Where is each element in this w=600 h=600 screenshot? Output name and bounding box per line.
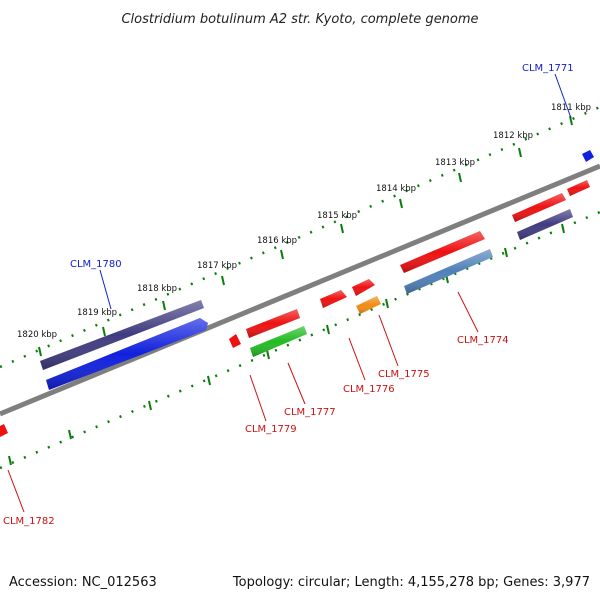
- gene-label-clm-1774: CLM_1774: [457, 335, 509, 346]
- kbp-label: 1819 kbp: [77, 308, 117, 318]
- kbp-label: 1814 kbp: [376, 184, 416, 194]
- gene-label-clm-1780: CLM_1780: [70, 259, 122, 270]
- gene-labels: CLM_1771 CLM_1774 CLM_1775 CLM_1776 CLM_…: [3, 63, 574, 527]
- gene-clm-1774b[interactable]: [400, 231, 485, 273]
- kbp-label: 1820 kbp: [17, 330, 57, 340]
- inner-tick-track: [0, 210, 600, 470]
- gene-label-clm-1782: CLM_1782: [3, 516, 55, 527]
- genome-backbone: [0, 163, 600, 417]
- gene-clm-1773b[interactable]: [517, 209, 573, 240]
- gene-label-clm-1777: CLM_1777: [284, 407, 336, 418]
- gene-clm-1780[interactable]: [40, 300, 204, 370]
- gene-clm-1772[interactable]: [567, 180, 590, 196]
- kbp-label: 1813 kbp: [435, 158, 475, 168]
- major-ticks: [38, 115, 573, 357]
- accession-text: Accession: NC_012563: [9, 575, 157, 590]
- gene-label-clm-1775: CLM_1775: [378, 369, 430, 380]
- genome-summary-text: Topology: circular; Length: 4,155,278 bp…: [232, 575, 590, 590]
- gene-label-clm-1776: CLM_1776: [343, 384, 395, 395]
- kbp-label: 1811 kbp: [551, 103, 591, 113]
- inner-major-ticks: [8, 223, 565, 466]
- gene-clm-1776b[interactable]: [352, 279, 375, 296]
- gene-clm-1775[interactable]: [356, 296, 381, 314]
- gene-clm-1771[interactable]: [582, 150, 594, 162]
- gene-label-clm-1779: CLM_1779: [245, 424, 297, 435]
- gene-clm-1782[interactable]: [0, 424, 8, 437]
- outer-tick-track: [0, 105, 600, 369]
- kbp-label: 1816 kbp: [257, 236, 297, 246]
- kbp-label: 1812 kbp: [493, 131, 533, 141]
- callout-lines: [7, 73, 572, 513]
- gene-clm-1779[interactable]: [229, 334, 241, 348]
- gene-clm-1777[interactable]: [250, 326, 307, 357]
- kbp-label: 1815 kbp: [317, 211, 357, 221]
- gene-clm-1774[interactable]: [404, 249, 493, 294]
- gene-clm-1778[interactable]: [246, 309, 300, 338]
- gene-clm-1776[interactable]: [320, 290, 347, 308]
- gene-clm-1773[interactable]: [512, 193, 566, 222]
- map-title: Clostridium botulinum A2 str. Kyoto, com…: [121, 12, 478, 27]
- gene-clm-1781[interactable]: [46, 318, 208, 390]
- kbp-label: 1818 kbp: [137, 284, 177, 294]
- kbp-label: 1817 kbp: [197, 261, 237, 271]
- kbp-labels: 1811 kbp 1812 kbp 1813 kbp 1814 kbp 1815…: [17, 103, 591, 340]
- gene-label-clm-1771: CLM_1771: [522, 63, 574, 74]
- genes: [0, 150, 594, 437]
